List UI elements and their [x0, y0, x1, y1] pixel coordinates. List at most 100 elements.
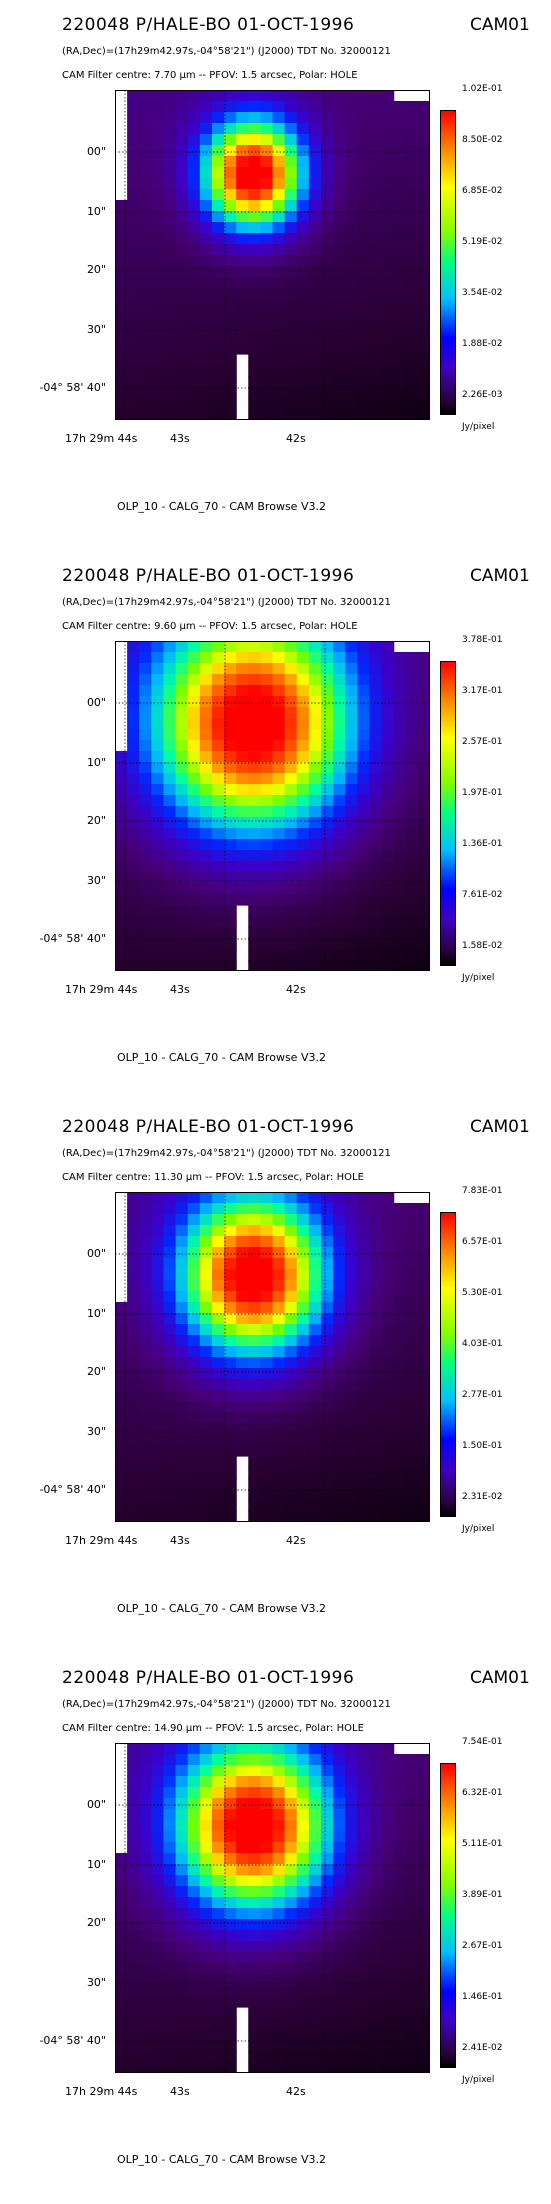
colorbar-tick-label: 6.32E-01: [462, 1788, 503, 1798]
image-pixel: [163, 1952, 177, 1964]
image-pixel: [115, 1302, 128, 1314]
image-pixel: [405, 1908, 419, 1920]
image-pixel: [417, 1478, 430, 1490]
image-pixel: [405, 1412, 419, 1424]
image-pixel: [187, 1247, 201, 1259]
image-pixel: [284, 806, 298, 818]
image-pixel: [139, 1291, 152, 1303]
image-pixel: [236, 211, 249, 223]
image-pixel: [224, 652, 237, 664]
image-pixel: [417, 773, 430, 785]
image-pixel: [224, 2018, 237, 2030]
image-pixel: [308, 1919, 322, 1931]
y-tick-label: 30": [86, 874, 106, 887]
image-pixel: [151, 200, 165, 212]
image-pixel: [417, 1930, 430, 1942]
x-tick-label: 42s: [286, 983, 306, 996]
image-pixel: [381, 1875, 395, 1887]
image-pixel: [115, 1401, 128, 1413]
image-pixel: [284, 883, 298, 895]
image-pixel: [151, 696, 165, 708]
image-pixel: [236, 1853, 249, 1865]
image-pixel: [224, 784, 237, 796]
image-pixel: [333, 1401, 346, 1413]
image-pixel: [187, 894, 201, 906]
image-pixel: [163, 839, 177, 851]
image-pixel: [357, 1313, 371, 1325]
image-pixel: [405, 1203, 419, 1215]
image-pixel: [187, 1379, 201, 1391]
image-pixel: [320, 1434, 334, 1446]
image-pixel: [260, 1919, 274, 1931]
image-pixel: [308, 663, 322, 675]
image-pixel: [151, 167, 165, 179]
image-pixel: [151, 354, 165, 366]
image-pixel: [296, 1280, 310, 1292]
image-pixel: [199, 1203, 213, 1215]
image-pixel: [260, 938, 274, 950]
image-pixel: [284, 211, 298, 223]
image-pixel: [187, 1335, 201, 1347]
image-pixel: [163, 200, 177, 212]
image-pixel: [260, 1985, 274, 1997]
image-pixel: [369, 1765, 383, 1777]
image-pixel: [224, 1864, 237, 1876]
image-pixel: [405, 795, 419, 807]
image-pixel: [272, 1996, 286, 2008]
image-pixel: [236, 1776, 249, 1788]
image-pixel: [272, 1247, 286, 1259]
image-pixel: [320, 1489, 334, 1501]
image-pixel: [405, 310, 419, 322]
image-pixel: [211, 1225, 225, 1237]
image-pixel: [357, 1974, 371, 1986]
image-pixel: [224, 1313, 237, 1325]
image-pixel: [296, 299, 310, 311]
image-pixel: [320, 927, 334, 939]
image-pixel: [369, 1996, 383, 2008]
image-pixel: [175, 740, 189, 752]
image-pixel: [127, 365, 140, 377]
image-pixel: [187, 718, 201, 730]
image-pixel: [127, 101, 140, 113]
image-pixel: [393, 1919, 407, 1931]
image-pixel: [248, 1787, 261, 1799]
image-pixel: [163, 145, 177, 157]
image-pixel: [236, 1996, 249, 2008]
image-pixel: [369, 90, 383, 102]
image-pixel: [224, 872, 237, 884]
image-pixel: [381, 1203, 395, 1215]
image-pixel: [357, 266, 371, 278]
image-pixel: [345, 1324, 358, 1336]
image-pixel: [187, 321, 201, 333]
image-pixel: [224, 1787, 237, 1799]
image-pixel: [393, 1324, 407, 1336]
image-pixel: [284, 828, 298, 840]
image-pixel: [308, 1390, 322, 1402]
image-pixel: [211, 1809, 225, 1821]
y-tick-label: -04° 58' 40": [39, 2034, 106, 2047]
image-pixel: [224, 178, 237, 190]
image-pixel: [260, 167, 274, 179]
image-pixel: [224, 365, 237, 377]
image-pixel: [224, 1456, 237, 1468]
image-pixel: [139, 112, 152, 124]
image-pixel: [381, 255, 395, 267]
image-pixel: [127, 1886, 140, 1898]
image-pixel: [405, 1787, 419, 1799]
image-pixel: [260, 288, 274, 300]
image-pixel: [224, 332, 237, 344]
image-pixel: [127, 343, 140, 355]
image-pixel: [236, 1787, 249, 1799]
image-pixel: [369, 1776, 383, 1788]
image-pixel: [163, 266, 177, 278]
image-pixel: [381, 1401, 395, 1413]
image-pixel: [357, 1357, 371, 1369]
image-pixel: [308, 123, 322, 135]
image-pixel: [151, 641, 165, 653]
image-pixel: [393, 2018, 407, 2030]
image-pixel: [417, 255, 430, 267]
image-pixel: [187, 2007, 201, 2019]
image-pixel: [333, 663, 346, 675]
image-pixel: [139, 387, 152, 399]
image-pixel: [224, 1930, 237, 1942]
